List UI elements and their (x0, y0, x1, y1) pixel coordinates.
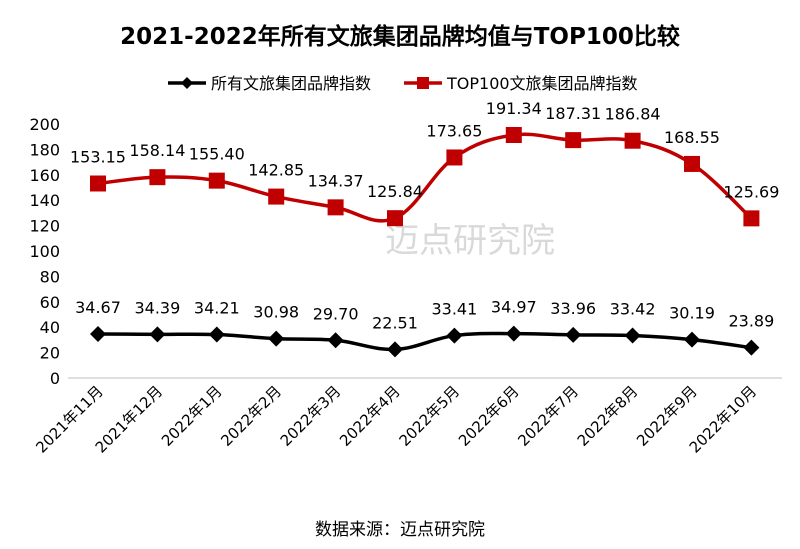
data-point-square (90, 175, 106, 192)
data-point-square (208, 172, 225, 189)
y-tick-label: 80 (40, 267, 60, 286)
data-label: 125.84 (367, 182, 423, 201)
data-point-square (446, 149, 463, 166)
legend-marker-diamond (181, 77, 193, 89)
x-tick-label: 2022年3月 (277, 382, 345, 450)
data-label: 168.55 (664, 128, 720, 147)
x-tick-label: 2022年5月 (396, 382, 464, 450)
data-label: 34.97 (491, 298, 537, 317)
data-label: 22.51 (372, 313, 418, 332)
data-point-square (268, 188, 285, 205)
y-tick-label: 200 (29, 115, 60, 134)
data-point-diamond (90, 325, 106, 342)
data-point-square (624, 132, 641, 149)
data-label: 158.14 (129, 141, 185, 160)
data-label: 30.98 (253, 303, 299, 322)
data-label: 155.40 (189, 145, 245, 164)
data-point-square (505, 126, 522, 143)
data-point-diamond (268, 330, 285, 347)
y-tick-label: 0 (50, 369, 60, 388)
data-point-diamond (505, 325, 522, 342)
x-tick-label: 2022年1月 (158, 382, 226, 450)
data-point-square (387, 210, 403, 227)
data-label: 134.37 (308, 171, 364, 190)
source-note: 数据来源：迈点研究院 (315, 520, 485, 540)
y-tick-label: 20 (40, 344, 60, 363)
data-label: 34.39 (134, 298, 180, 317)
legend-label: 所有文旅集团品牌指数 (211, 74, 371, 93)
data-label: 33.42 (610, 300, 656, 319)
data-point-square (149, 169, 166, 186)
data-label: 23.89 (728, 312, 774, 331)
data-point-diamond (565, 326, 582, 343)
data-label: 142.85 (248, 161, 304, 180)
y-tick-label: 140 (29, 191, 60, 210)
data-point-diamond (743, 339, 760, 356)
data-label: 125.69 (723, 182, 779, 201)
data-label: 34.67 (75, 298, 121, 317)
legend-marker-square (417, 77, 429, 89)
data-label: 30.19 (669, 304, 715, 323)
x-tick-label: 2022年7月 (514, 382, 582, 450)
data-label: 173.65 (426, 121, 482, 140)
data-point-diamond (208, 326, 225, 343)
data-label: 33.96 (550, 299, 596, 318)
data-point-square (743, 210, 760, 227)
data-label: 153.15 (70, 147, 126, 166)
data-point-square (684, 155, 700, 172)
data-label: 187.31 (545, 104, 601, 123)
y-tick-label: 60 (40, 293, 60, 312)
y-tick-label: 100 (29, 242, 60, 261)
y-tick-label: 160 (29, 166, 60, 185)
x-tick-label: 2022年4月 (336, 382, 404, 450)
data-point-diamond (446, 327, 463, 344)
data-point-diamond (624, 327, 641, 344)
legend-label: TOP100文旅集团品牌指数 (446, 74, 638, 93)
data-point-diamond (149, 326, 166, 343)
y-tick-label: 40 (40, 318, 60, 337)
data-label: 191.34 (486, 99, 542, 118)
data-label: 29.70 (313, 304, 359, 323)
data-label: 34.21 (194, 299, 240, 318)
x-tick-label: 2022年6月 (455, 382, 523, 450)
data-point-square (565, 132, 582, 149)
chart-title: 2021-2022年所有文旅集团品牌均值与TOP100比较 (120, 23, 680, 50)
data-label: 33.41 (431, 300, 477, 319)
data-point-diamond (684, 331, 700, 348)
y-tick-label: 180 (29, 140, 60, 159)
y-tick-label: 120 (29, 217, 60, 236)
x-tick-label: 2022年8月 (574, 382, 642, 450)
data-point-square (327, 199, 344, 216)
watermark: 迈点研究院 (385, 221, 555, 261)
x-tick-label: 2022年2月 (217, 382, 285, 450)
series-line-0 (97, 331, 752, 352)
data-point-diamond (327, 332, 344, 349)
data-label: 186.84 (605, 105, 661, 124)
data-point-diamond (387, 341, 403, 358)
